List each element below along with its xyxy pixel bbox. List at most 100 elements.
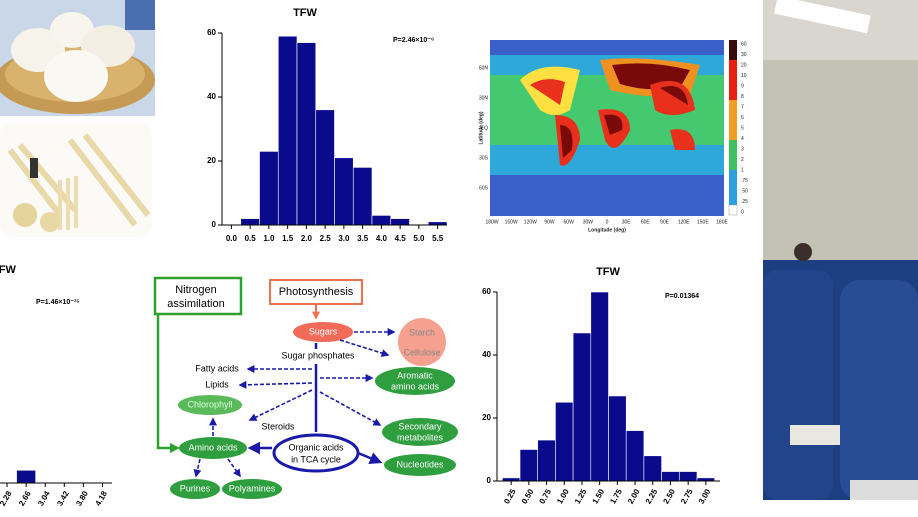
lon-tick-label: 0 (606, 219, 609, 225)
node-label: Secondary (398, 421, 442, 431)
node-label: Organic acids (288, 442, 344, 452)
x-tick-label: 0.5 (245, 234, 257, 243)
bar (661, 471, 680, 482)
annotation: P=0.01364 (665, 293, 699, 300)
x-tick-label: 2.66 (17, 489, 33, 507)
lon-tick-label: 60W (564, 219, 575, 225)
lon-tick-label: 120E (678, 219, 690, 225)
x-tick-label: 2.25 (644, 487, 660, 505)
bar (590, 291, 609, 482)
colorbar-label: .75 (741, 178, 748, 184)
bar (572, 332, 592, 482)
lat-tick-label: 60N (479, 65, 489, 71)
colorbar-label: 7 (741, 104, 744, 110)
x-tick-label: 0.50 (520, 487, 536, 505)
x-tick-label: 1.75 (608, 487, 624, 505)
x-tick-label: 2.50 (661, 487, 677, 505)
bar (608, 395, 627, 482)
lat-tick-label: 30N (479, 95, 489, 101)
bar (371, 215, 392, 226)
aromatic-node (375, 367, 455, 395)
lat-tick-label: EQ (481, 125, 488, 131)
node-label: Photosynthesis (279, 286, 354, 298)
annotation: P=1.46×10⁻¹⁵ (36, 299, 80, 306)
bar (315, 109, 335, 226)
x-tick-label: 1.00 (555, 487, 571, 505)
x-tick-label: 2.28 (0, 489, 14, 507)
tca-node (272, 433, 360, 473)
annotation: P=2.46×10⁻⁶ (393, 37, 434, 44)
node-label: amino acids (391, 381, 440, 391)
diagram: Nitrogen assimilation Photosynthesis Sug… (153, 276, 458, 499)
x-tick-label: 4.5 (395, 234, 407, 243)
node-label: Aromatic (397, 370, 433, 380)
lon-tick-label: 150E (697, 219, 709, 225)
colorbar-label: 9 (741, 83, 744, 89)
bar (390, 218, 410, 226)
node-label: Nucleotides (396, 459, 444, 469)
x-tick-label: 0.75 (538, 487, 554, 505)
colorbar-label: .25 (741, 199, 748, 205)
node-label: assimilation (167, 298, 224, 310)
x-tick-label: 1.0 (263, 234, 275, 243)
colorbar (728, 40, 738, 216)
colorbar-label: 1 (741, 167, 744, 173)
map-x-label: Longitude (deg) (588, 227, 626, 233)
photo-buns (0, 0, 155, 116)
colorbar-label: .50 (741, 188, 748, 194)
lon-tick-label: 90W (544, 219, 555, 225)
bar (240, 218, 260, 226)
lat-tick-label: 30S (479, 155, 489, 161)
node-label: metabolites (397, 432, 444, 442)
starch-node (398, 318, 446, 366)
y-tick-label: 0 (487, 476, 492, 485)
purines-node (170, 479, 220, 499)
node-label: Sugars (309, 326, 338, 336)
node-label: in TCA cycle (291, 454, 341, 464)
node-label: Starch (409, 327, 435, 337)
lon-tick-label: 30W (583, 219, 594, 225)
colorbar-label: 20 (741, 62, 747, 68)
node-label: Fatty acids (195, 363, 239, 373)
bar (625, 430, 645, 482)
map (490, 40, 724, 216)
bar (352, 167, 373, 226)
x-tick-label: 5.5 (432, 234, 444, 243)
x-tick-label: 0.0 (226, 234, 238, 243)
x-tick-label: 3.80 (74, 489, 90, 507)
colorbar-label: 3 (741, 146, 744, 152)
node-label: Sugar phosphates (281, 350, 355, 360)
bar (643, 455, 662, 482)
node-label: Purines (180, 483, 211, 493)
y-tick-label: 0 (212, 220, 217, 229)
x-tick-label: 3.0 (338, 234, 350, 243)
colorbar-label: 10 (741, 73, 747, 79)
y-tick-label: 60 (207, 28, 216, 37)
colorbar-label: 2 (741, 157, 744, 163)
bar (334, 157, 354, 226)
bar (16, 469, 36, 484)
x-tick-label: 2.75 (679, 487, 695, 505)
photo-auditorium (763, 0, 918, 500)
bar (259, 151, 279, 226)
photosynthesis-box (269, 279, 363, 305)
bar (537, 439, 556, 482)
lon-tick-label: 120W (524, 219, 537, 225)
lon-tick-label: 180W (485, 219, 498, 225)
colorbar-label: 0 (741, 209, 744, 215)
colorbar-label: 6 (741, 115, 744, 121)
x-tick-label: 2.0 (301, 234, 313, 243)
chart-title: TFW (0, 264, 16, 276)
bar (519, 449, 539, 482)
amino-node (179, 437, 247, 459)
x-tick-label: 3.00 (697, 487, 713, 505)
node-label: Nitrogen (175, 284, 217, 296)
x-tick-label: 3.5 (357, 234, 369, 243)
x-tick-label: 5.0 (413, 234, 425, 243)
y-tick-label: 40 (207, 92, 216, 101)
bar (277, 35, 298, 226)
colorbar-label: 60 (741, 41, 747, 47)
x-tick-label: 2.00 (626, 487, 642, 505)
colorbar-label: 5 (741, 125, 744, 131)
